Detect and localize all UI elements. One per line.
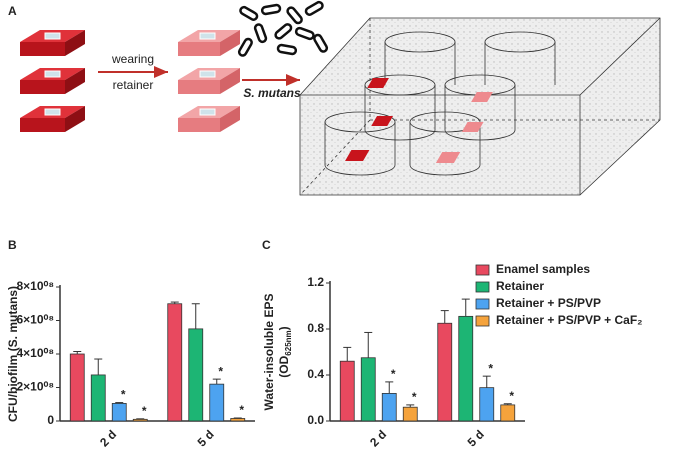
legend-swatch — [475, 264, 490, 276]
bar — [360, 357, 376, 422]
bar — [188, 328, 204, 422]
y-tick-label: 4×10⁰⁸ — [16, 346, 54, 360]
y-axis-label-part: (OD — [277, 355, 291, 377]
enamel-slabs — [20, 30, 85, 132]
significance-mark: * — [488, 361, 493, 375]
y-tick-label: 8×10⁰⁸ — [16, 279, 54, 293]
arrow-label: S. mutans — [243, 86, 301, 100]
arrow-label: wearing — [111, 52, 154, 66]
panel-label: A — [8, 4, 17, 18]
bacteria — [237, 0, 329, 57]
legend-swatch — [475, 315, 490, 327]
y-axis-label: (OD625nm) — [277, 326, 293, 377]
bar — [69, 353, 85, 422]
significance-mark: * — [218, 364, 223, 378]
x-tick-label: 5 d — [465, 427, 487, 449]
legend-label: Retainer + PS/PVP + CaF₂ — [496, 313, 643, 327]
y-axis-label-part: 625nm — [284, 330, 293, 355]
bar — [437, 322, 453, 422]
bar — [402, 406, 418, 422]
significance-mark: * — [391, 367, 396, 381]
y-tick-label: 0 — [47, 413, 54, 427]
y-tick-label: 0.8 — [307, 321, 324, 335]
significance-mark: * — [121, 388, 126, 402]
legend-label: Retainer + PS/PVP — [496, 296, 601, 310]
arrow-label: retainer — [113, 78, 154, 92]
culture-box — [299, 17, 661, 196]
bar — [167, 303, 183, 422]
y-tick-label: 2×10⁰⁸ — [16, 380, 54, 394]
bar — [90, 374, 106, 422]
bar — [339, 360, 355, 422]
significance-mark: * — [412, 390, 417, 404]
significance-mark: * — [239, 403, 244, 417]
y-axis-label: Water-insoluble EPS — [262, 294, 276, 411]
panel-label: C — [262, 238, 271, 252]
legend-label: Retainer — [496, 279, 544, 293]
bar — [230, 418, 246, 422]
x-tick-label: 2 d — [367, 427, 389, 449]
bar — [479, 387, 495, 422]
y-axis-label-part: ) — [277, 326, 291, 330]
panel-label: B — [8, 238, 17, 252]
x-tick-label: 5 d — [195, 427, 217, 449]
bar — [111, 403, 127, 422]
legend-swatch — [475, 298, 490, 310]
bar — [500, 404, 516, 422]
legend-swatch — [475, 281, 490, 293]
bar — [381, 392, 397, 422]
bar — [209, 383, 225, 422]
bar — [458, 315, 474, 422]
y-tick-label: 6×10⁰⁸ — [16, 313, 54, 327]
retainer-slabs — [178, 30, 240, 132]
bar — [132, 418, 148, 422]
y-tick-label: 0.4 — [307, 367, 324, 381]
significance-mark: * — [509, 389, 514, 403]
y-tick-label: 1.2 — [307, 275, 324, 289]
x-tick-label: 2 d — [97, 427, 119, 449]
significance-mark: * — [142, 404, 147, 418]
y-tick-label: 0.0 — [307, 413, 324, 427]
y-axis-label: CFU/biofilm (S. mutans) — [6, 286, 20, 422]
legend-label: Enamel samples — [496, 262, 590, 276]
